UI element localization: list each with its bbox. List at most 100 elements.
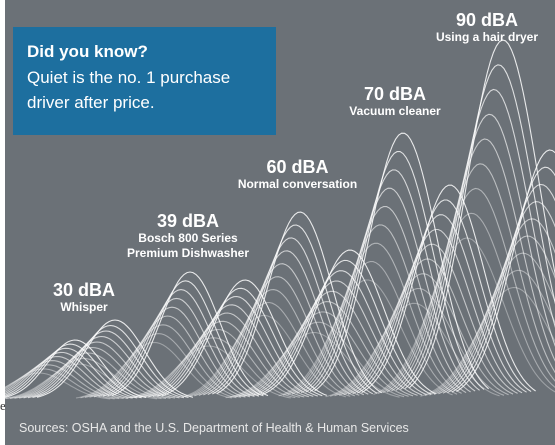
level-desc: Premium Dishwasher [126, 246, 250, 260]
wave-line [296, 206, 471, 394]
wave-line [27, 330, 185, 399]
wave-line [447, 183, 555, 394]
wave-line [189, 289, 355, 397]
wave-line [420, 286, 555, 397]
sound-wave-graphic [5, 39, 555, 400]
wave-line [451, 166, 555, 393]
wave-line [442, 201, 555, 394]
wave-line [93, 306, 251, 398]
wave-line [5, 351, 133, 399]
wave-line [203, 250, 369, 396]
level-label-hair-dryer: 90 dBA Using a hair dryer [427, 10, 547, 45]
wave-line [18, 341, 176, 399]
wave-2 [5, 319, 194, 400]
level-db: 70 dBA [363, 84, 426, 104]
wave-line [5, 347, 138, 399]
wave-line [395, 113, 555, 391]
wave-line [107, 280, 264, 397]
wave-line [438, 218, 555, 395]
source-note: Sources: OSHA and the U.S. Department of… [19, 421, 409, 435]
wave-line [234, 311, 409, 398]
level-desc: Bosch 800 Series [138, 231, 238, 245]
callout-body-line-1: Quiet is the no. 1 purchase [27, 68, 231, 87]
wave-line [238, 301, 414, 398]
wave-line [356, 199, 532, 394]
wave-line [429, 252, 555, 396]
wave-line [377, 212, 555, 395]
level-desc: Whisper [60, 300, 108, 314]
wave-line [98, 297, 255, 398]
wave-line [125, 345, 291, 399]
wave-line [75, 341, 233, 399]
wave-line [278, 279, 453, 397]
infographic-panel: Did you know? Quiet is the no. 1 purchas… [5, 0, 555, 445]
wave-line [325, 302, 500, 398]
wave-line [5, 360, 124, 399]
wave-line [212, 224, 378, 395]
wave-line [400, 88, 555, 390]
wave-line [111, 271, 269, 397]
wave-line [207, 237, 374, 395]
wave-line [391, 138, 555, 392]
level-db: 60 dBA [266, 157, 329, 177]
wave-line [5, 372, 111, 400]
wave-line [9, 352, 167, 399]
callout-heading: Did you know? [27, 42, 148, 61]
wave-line [247, 280, 423, 397]
callout-body: Quiet is the no. 1 purchase driver after… [27, 65, 262, 115]
wave-3 [75, 271, 269, 399]
wave-7 [278, 132, 489, 397]
wave-line [409, 39, 555, 389]
wave-line [5, 364, 120, 400]
wave-line [243, 290, 418, 397]
wave-line [161, 279, 328, 397]
level-label-conversation: 60 dBA Normal conversation [230, 157, 365, 192]
wave-10 [420, 149, 555, 397]
wave-line [252, 270, 427, 397]
wave-line [343, 243, 518, 396]
wave-line [291, 224, 467, 395]
wave-line [198, 263, 365, 396]
wave-line [84, 324, 242, 398]
wave-line [361, 184, 536, 394]
wave-line [23, 335, 180, 399]
callout-body-line-2: driver after price. [27, 93, 155, 112]
wave-line [5, 357, 162, 400]
level-desc: Using a hair dryer [435, 30, 539, 44]
level-label-vacuum: 70 dBA Vacuum cleaner [340, 84, 450, 119]
wave-line [347, 228, 523, 395]
wave-1 [5, 339, 147, 400]
wave-line [282, 261, 458, 396]
level-db: 90 dBA [455, 10, 518, 30]
wave-line [157, 287, 323, 397]
wave-line [5, 339, 147, 399]
wave-line [5, 343, 142, 399]
wave-line [80, 333, 237, 399]
level-desc: Vacuum cleaner [349, 104, 441, 118]
wave-line [261, 249, 436, 396]
wave-line [185, 301, 351, 398]
wave-line [334, 273, 509, 397]
wave-line [256, 259, 432, 396]
wave-line [373, 237, 555, 396]
wave-line [152, 295, 318, 398]
wave-line [89, 315, 246, 398]
level-label-whisper: 30 dBA Whisper [39, 280, 129, 315]
wave-line [404, 64, 555, 390]
cropped-edge-text: e, [0, 398, 9, 414]
wave-line [216, 211, 383, 395]
wave-line [14, 346, 171, 399]
wave-line [424, 269, 555, 397]
level-db: 39 dBA [156, 211, 219, 231]
did-you-know-callout: Did you know? Quiet is the no. 1 purchas… [13, 27, 276, 135]
level-desc: Normal conversation [237, 177, 358, 191]
wave-line [32, 324, 189, 399]
wave-line [225, 332, 400, 399]
wave-line [382, 187, 555, 394]
wave-line [309, 151, 485, 392]
level-db: 30 dBA [52, 280, 115, 300]
wave-line [148, 304, 314, 398]
wave-line [143, 312, 309, 398]
wave-line [386, 163, 555, 393]
wave-line [102, 289, 260, 397]
